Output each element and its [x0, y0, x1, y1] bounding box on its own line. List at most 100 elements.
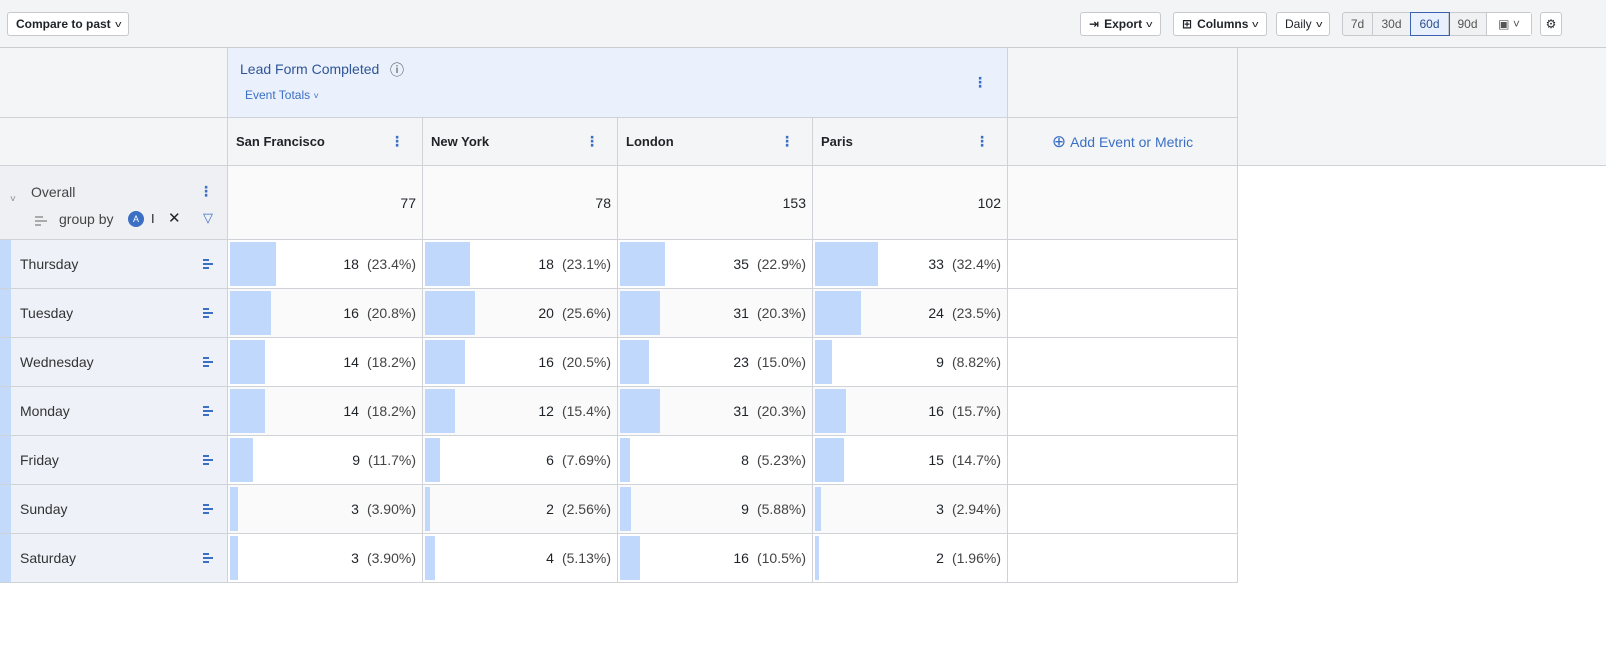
compare-label: Compare to past	[16, 17, 111, 31]
percent-bar	[425, 438, 440, 482]
count-value: 16	[733, 550, 749, 566]
row-label: Monday	[20, 403, 70, 419]
group-icon	[35, 214, 47, 228]
range-7d[interactable]: 7d	[1343, 13, 1373, 35]
column-name: London	[626, 134, 674, 149]
data-cell[interactable]: 9 (8.82%)	[813, 338, 1008, 387]
column-header[interactable]: Paris ⋮	[813, 118, 1008, 166]
data-cell[interactable]: 33 (32.4%)	[813, 240, 1008, 289]
data-cell[interactable]: 6 (7.69%)	[423, 436, 618, 485]
data-cell[interactable]: 3 (3.90%)	[228, 485, 423, 534]
row-stripe	[0, 289, 11, 337]
overall-value-cell: 77	[228, 166, 423, 240]
data-cell[interactable]: 4 (5.13%)	[423, 534, 618, 583]
count-value: 3	[351, 501, 359, 517]
metric-type-dropdown[interactable]: Event Totals ˅	[245, 88, 319, 102]
more-icon[interactable]: ⋮	[390, 133, 404, 149]
data-cell[interactable]: 3 (3.90%)	[228, 534, 423, 583]
data-cell[interactable]: 24 (23.5%)	[813, 289, 1008, 338]
add-event-button[interactable]: ⊕ Add Event or Metric	[1008, 118, 1238, 166]
data-cell[interactable]: 35 (22.9%)	[618, 240, 813, 289]
breakdown-icon[interactable]	[203, 502, 213, 516]
settings-button[interactable]: ⚙	[1540, 12, 1562, 36]
percent-value: (10.5%)	[756, 550, 806, 566]
data-cell[interactable]: 9 (5.88%)	[618, 485, 813, 534]
data-cell[interactable]: 14 (18.2%)	[228, 338, 423, 387]
row-label-cell[interactable]: Tuesday	[0, 289, 228, 338]
breakdown-icon[interactable]	[203, 257, 213, 271]
info-icon[interactable]: ⓘ	[390, 62, 404, 78]
data-cell[interactable]: 14 (18.2%)	[228, 387, 423, 436]
filter-icon[interactable]: ▽	[203, 210, 213, 225]
percent-bar	[815, 438, 844, 482]
collapse-chevron-icon[interactable]: ˅	[10, 194, 16, 205]
data-cell[interactable]: 12 (15.4%)	[423, 387, 618, 436]
data-cell[interactable]: 16 (15.7%)	[813, 387, 1008, 436]
compare-to-past-button[interactable]: Compare to past v	[7, 12, 130, 36]
data-cell[interactable]: 18 (23.1%)	[423, 240, 618, 289]
more-icon[interactable]: ⋮	[199, 183, 213, 199]
data-cell[interactable]: 8 (5.23%)	[618, 436, 813, 485]
row-label-cell[interactable]: Sunday	[0, 485, 228, 534]
data-cell[interactable]: 23 (15.0%)	[618, 338, 813, 387]
data-cell[interactable]: 9 (11.7%)	[228, 436, 423, 485]
data-cell[interactable]: 3 (2.94%)	[813, 485, 1008, 534]
range-60d[interactable]: 60d	[1410, 12, 1450, 36]
interval-select[interactable]: Daily v	[1276, 12, 1331, 36]
more-icon[interactable]: ⋮	[975, 133, 989, 149]
breakdown-icon[interactable]	[203, 306, 213, 320]
row-label-cell[interactable]: Saturday	[0, 534, 228, 583]
percent-bar	[425, 487, 430, 531]
data-cell[interactable]: 31 (20.3%)	[618, 387, 813, 436]
range-90d[interactable]: 90d	[1449, 13, 1487, 35]
row-stripe	[0, 485, 11, 533]
breakdown-icon[interactable]	[203, 355, 213, 369]
percent-value: (23.4%)	[366, 256, 416, 272]
percent-value: (1.96%)	[951, 550, 1001, 566]
column-header[interactable]: San Francisco ⋮	[228, 118, 423, 166]
columns-button[interactable]: ⊞ Columns v	[1173, 12, 1267, 36]
row-label-cell[interactable]: Thursday	[0, 240, 228, 289]
row-label: Sunday	[20, 501, 68, 517]
count-value: 16	[538, 354, 554, 370]
row-label-cell[interactable]: Monday	[0, 387, 228, 436]
percent-bar	[620, 438, 630, 482]
close-icon[interactable]: ✕	[168, 210, 181, 227]
percent-bar	[620, 389, 660, 433]
data-cell[interactable]: 18 (23.4%)	[228, 240, 423, 289]
data-cell[interactable]: 15 (14.7%)	[813, 436, 1008, 485]
range-30d[interactable]: 30d	[1373, 13, 1411, 35]
data-cell[interactable]: 20 (25.6%)	[423, 289, 618, 338]
breakdown-icon[interactable]	[203, 404, 213, 418]
column-header[interactable]: London ⋮	[618, 118, 813, 166]
data-cell[interactable]: 16 (20.8%)	[228, 289, 423, 338]
metric-title[interactable]: Lead Form Completed	[240, 61, 380, 77]
more-icon[interactable]: ⋮	[585, 133, 599, 149]
percent-bar	[620, 291, 660, 335]
percent-bar	[815, 291, 861, 335]
group-by-property-chip[interactable]: I	[151, 211, 155, 226]
percent-bar	[230, 536, 238, 580]
calendar-button[interactable]: ▣ ˅	[1487, 13, 1531, 35]
chevron-down-icon: ˅	[313, 91, 319, 101]
breakdown-icon[interactable]	[203, 551, 213, 565]
percent-bar	[815, 340, 832, 384]
more-icon[interactable]: ⋮	[973, 74, 987, 90]
data-cell[interactable]: 31 (20.3%)	[618, 289, 813, 338]
interval-label: Daily	[1285, 17, 1312, 31]
more-icon[interactable]: ⋮	[780, 133, 794, 149]
percent-value: (8.82%)	[951, 354, 1001, 370]
count-value: 3	[936, 501, 944, 517]
column-header[interactable]: New York ⋮	[423, 118, 618, 166]
column-name: Paris	[821, 134, 853, 149]
count-value: 3	[351, 550, 359, 566]
breakdown-icon[interactable]	[203, 453, 213, 467]
data-cell[interactable]: 16 (20.5%)	[423, 338, 618, 387]
row-label-cell[interactable]: Wednesday	[0, 338, 228, 387]
overall-value: 102	[977, 194, 1001, 211]
row-label-cell[interactable]: Friday	[0, 436, 228, 485]
data-cell[interactable]: 16 (10.5%)	[618, 534, 813, 583]
data-cell[interactable]: 2 (2.56%)	[423, 485, 618, 534]
export-button[interactable]: ⇥ Export v	[1080, 12, 1161, 36]
data-cell[interactable]: 2 (1.96%)	[813, 534, 1008, 583]
